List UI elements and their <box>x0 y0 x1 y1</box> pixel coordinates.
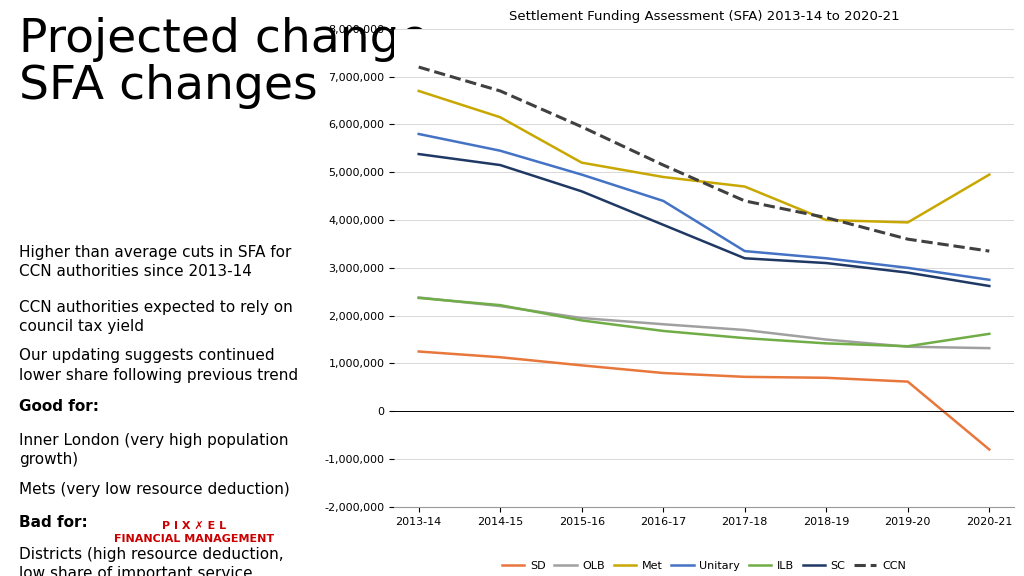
Text: CCN authorities expected to rely on
council tax yield: CCN authorities expected to rely on coun… <box>19 300 293 334</box>
CCN <box>902 236 914 242</box>
CCN <box>657 162 670 169</box>
OLB <box>983 344 995 351</box>
SC <box>902 269 914 276</box>
SD <box>657 370 670 377</box>
Line: Met: Met <box>419 91 989 222</box>
SD <box>983 446 995 453</box>
SC <box>657 221 670 228</box>
Line: Unitary: Unitary <box>419 134 989 280</box>
Line: OLB: OLB <box>419 297 989 348</box>
Unitary <box>413 131 425 138</box>
OLB <box>738 327 751 334</box>
ILB <box>983 331 995 338</box>
Text: Good for:: Good for: <box>19 399 99 414</box>
SD <box>575 362 588 369</box>
CCN <box>575 123 588 130</box>
OLB <box>820 336 833 343</box>
Text: Mets (very low resource deduction): Mets (very low resource deduction) <box>19 482 290 497</box>
Title: Settlement Funding Assessment (SFA) 2013-14 to 2020-21: Settlement Funding Assessment (SFA) 2013… <box>509 10 899 24</box>
Text: Inner London (very high population
growth): Inner London (very high population growt… <box>19 433 289 467</box>
Text: Our updating suggests continued
lower share following previous trend: Our updating suggests continued lower sh… <box>19 348 299 382</box>
SC <box>494 162 506 169</box>
Met <box>983 171 995 178</box>
SC <box>575 188 588 195</box>
OLB <box>657 321 670 328</box>
SD <box>738 373 751 380</box>
CCN <box>738 198 751 204</box>
SC <box>983 283 995 290</box>
Met <box>902 219 914 226</box>
Text: Districts (high resource deduction,
low share of important service
blocks): Districts (high resource deduction, low … <box>19 547 284 576</box>
Line: SC: SC <box>419 154 989 286</box>
Line: CCN: CCN <box>419 67 989 251</box>
CCN <box>820 214 833 221</box>
OLB <box>575 314 588 321</box>
Met <box>820 217 833 223</box>
Unitary <box>494 147 506 154</box>
OLB <box>413 294 425 301</box>
Text: Projected change
SFA changes: Projected change SFA changes <box>19 17 429 109</box>
OLB <box>494 302 506 309</box>
Legend: SD, OLB, Met, Unitary, ILB, SC, CCN: SD, OLB, Met, Unitary, ILB, SC, CCN <box>498 556 910 575</box>
ILB <box>494 302 506 309</box>
OLB <box>902 343 914 350</box>
Met <box>738 183 751 190</box>
Unitary <box>983 276 995 283</box>
ILB <box>413 294 425 301</box>
ILB <box>738 335 751 342</box>
Text: Bad for:: Bad for: <box>19 515 88 530</box>
SC <box>738 255 751 262</box>
Text: P I X ✗ E L
FINANCIAL MANAGEMENT: P I X ✗ E L FINANCIAL MANAGEMENT <box>115 521 274 544</box>
Line: SD: SD <box>419 351 989 449</box>
ILB <box>820 340 833 347</box>
SD <box>820 374 833 381</box>
Met <box>657 173 670 180</box>
CCN <box>494 88 506 94</box>
ILB <box>657 328 670 335</box>
ILB <box>902 343 914 350</box>
Met <box>413 88 425 94</box>
Unitary <box>575 171 588 178</box>
Text: Higher than average cuts in SFA for
CCN authorities since 2013-14: Higher than average cuts in SFA for CCN … <box>19 245 292 279</box>
Line: ILB: ILB <box>419 298 989 346</box>
SC <box>413 150 425 157</box>
Unitary <box>902 264 914 271</box>
SC <box>820 260 833 267</box>
SD <box>494 354 506 361</box>
Met <box>494 114 506 121</box>
ILB <box>575 317 588 324</box>
SD <box>902 378 914 385</box>
CCN <box>413 63 425 70</box>
CCN <box>983 248 995 255</box>
Unitary <box>657 198 670 204</box>
Unitary <box>738 248 751 255</box>
Met <box>575 159 588 166</box>
SD <box>413 348 425 355</box>
Unitary <box>820 255 833 262</box>
